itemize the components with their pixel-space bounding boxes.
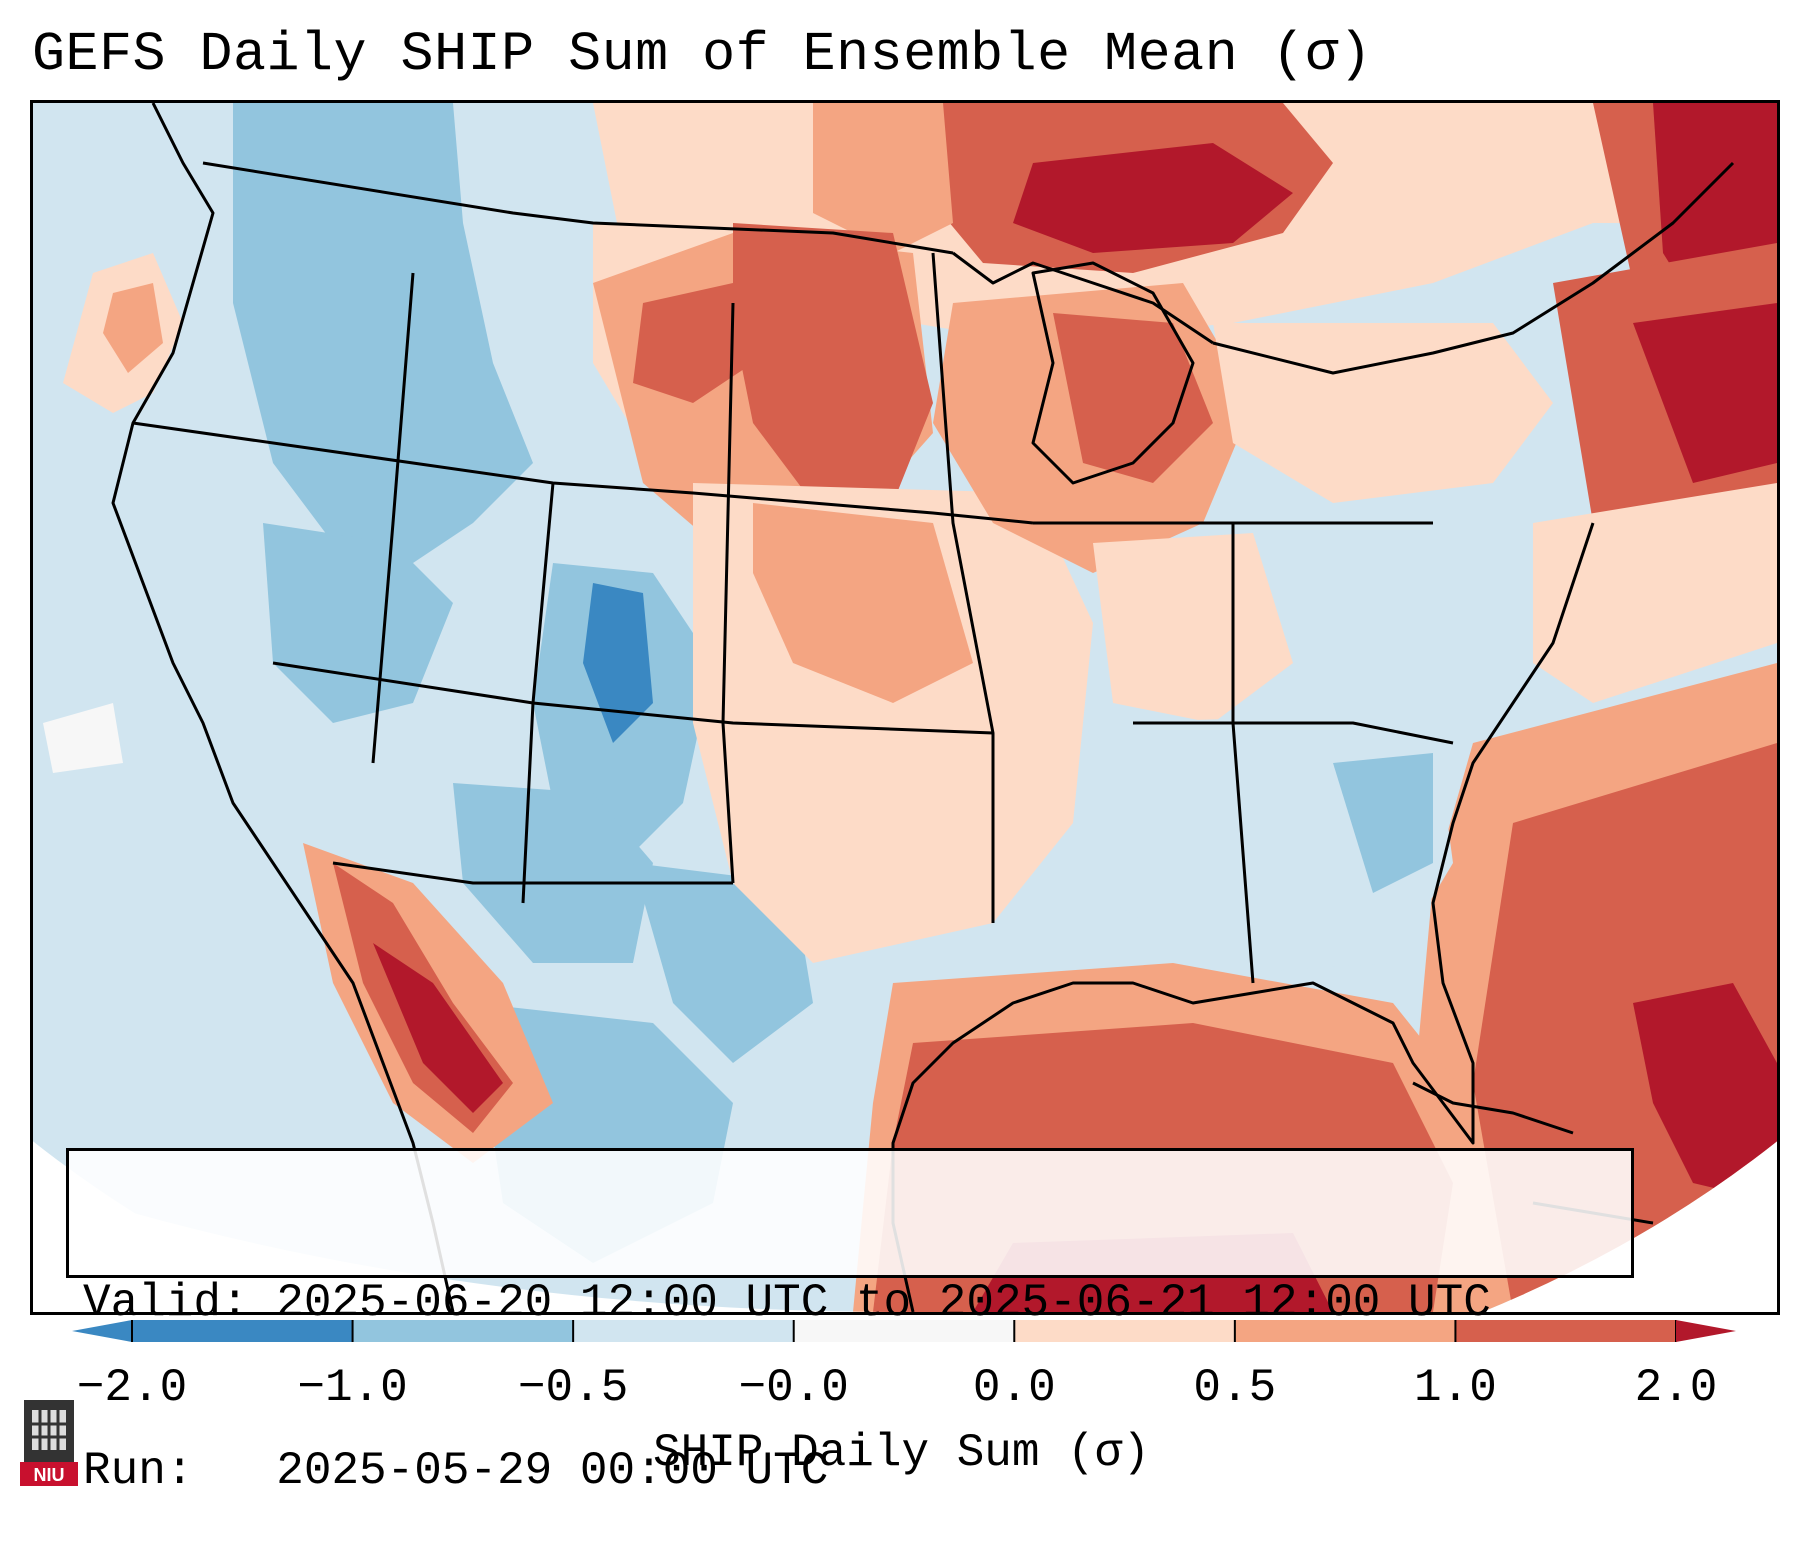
field-region — [733, 223, 933, 503]
field-region — [1533, 483, 1777, 703]
valid-run-info-box: Valid: 2025-06-20 12:00 UTC to 2025-06-2… — [66, 1148, 1634, 1497]
state-line-rockies — [521, 482, 555, 904]
map-canvas — [33, 103, 1777, 1312]
colorbar-tick-label: 2.0 — [1634, 1362, 1718, 1414]
field-region — [1093, 533, 1293, 723]
colorbar-tick-label: −0.5 — [517, 1362, 629, 1414]
field-region — [1013, 143, 1293, 253]
projection-edge — [33, 1183, 905, 1312]
colorbar-extend-high — [1676, 1320, 1736, 1342]
field-region — [373, 943, 503, 1113]
state-line-southeast — [1133, 721, 1454, 745]
colorbar-tick-label: 1.0 — [1414, 1362, 1497, 1414]
field-region — [753, 503, 973, 703]
field-region — [583, 583, 653, 743]
colorbar-tick-label: −2.0 — [76, 1362, 188, 1414]
east-gulf-coastline — [891, 522, 1595, 1312]
colorbar-segment — [573, 1320, 795, 1342]
map-panel — [30, 100, 1780, 1315]
colorbar-tick-label: −1.0 — [297, 1362, 408, 1414]
state-line-west — [371, 272, 415, 764]
colorbar — [72, 1320, 1736, 1342]
caribbean-islands — [1412, 1081, 1574, 1135]
colorbar-extend-low — [72, 1320, 132, 1342]
colorbar-segment — [1014, 1320, 1236, 1342]
state-line-south — [332, 861, 733, 885]
canada-border — [202, 161, 954, 255]
colorbar-segment — [352, 1320, 574, 1342]
great-lakes-outline — [1031, 261, 1195, 485]
niu-logo-icon: NIU — [20, 1400, 78, 1486]
colorbar-tick-label: −0.0 — [738, 1362, 849, 1414]
logo-text: NIU — [34, 1465, 65, 1485]
field-region — [1213, 323, 1553, 503]
run-time-text: Run: 2025-05-29 00:00 UTC — [83, 1445, 829, 1497]
colorbar-segment — [1455, 1320, 1677, 1342]
colorbar-segment — [132, 1320, 354, 1342]
state-line-appalachian — [1231, 523, 1255, 984]
state-line-central — [272, 661, 994, 735]
field-region — [1333, 753, 1433, 893]
field-region — [103, 283, 163, 373]
state-line-north — [132, 421, 1034, 525]
field-region — [813, 103, 953, 253]
chart-title: GEFS Daily SHIP Sum of Ensemble Mean (σ) — [32, 23, 1373, 86]
colorbar-segment — [1234, 1320, 1456, 1342]
colorbar-label: SHIP Daily Sum (σ) — [653, 1427, 1150, 1479]
colorbar-tick-label: 0.5 — [1193, 1362, 1277, 1414]
field-region — [453, 783, 653, 963]
logo-banner — [20, 1462, 78, 1486]
field-region — [1633, 983, 1777, 1203]
field-region — [1053, 313, 1213, 483]
northeast-border — [1212, 161, 1735, 375]
field-region — [1633, 303, 1777, 483]
colorbar-tick-label: 0.0 — [972, 1362, 1056, 1414]
state-line-plains — [721, 302, 735, 884]
field-region — [633, 283, 753, 403]
field-region — [43, 703, 123, 773]
colorbar-segment — [793, 1320, 1015, 1342]
field-region — [263, 523, 453, 723]
west-coastline — [111, 103, 455, 1312]
state-line-mississippi — [931, 252, 995, 923]
